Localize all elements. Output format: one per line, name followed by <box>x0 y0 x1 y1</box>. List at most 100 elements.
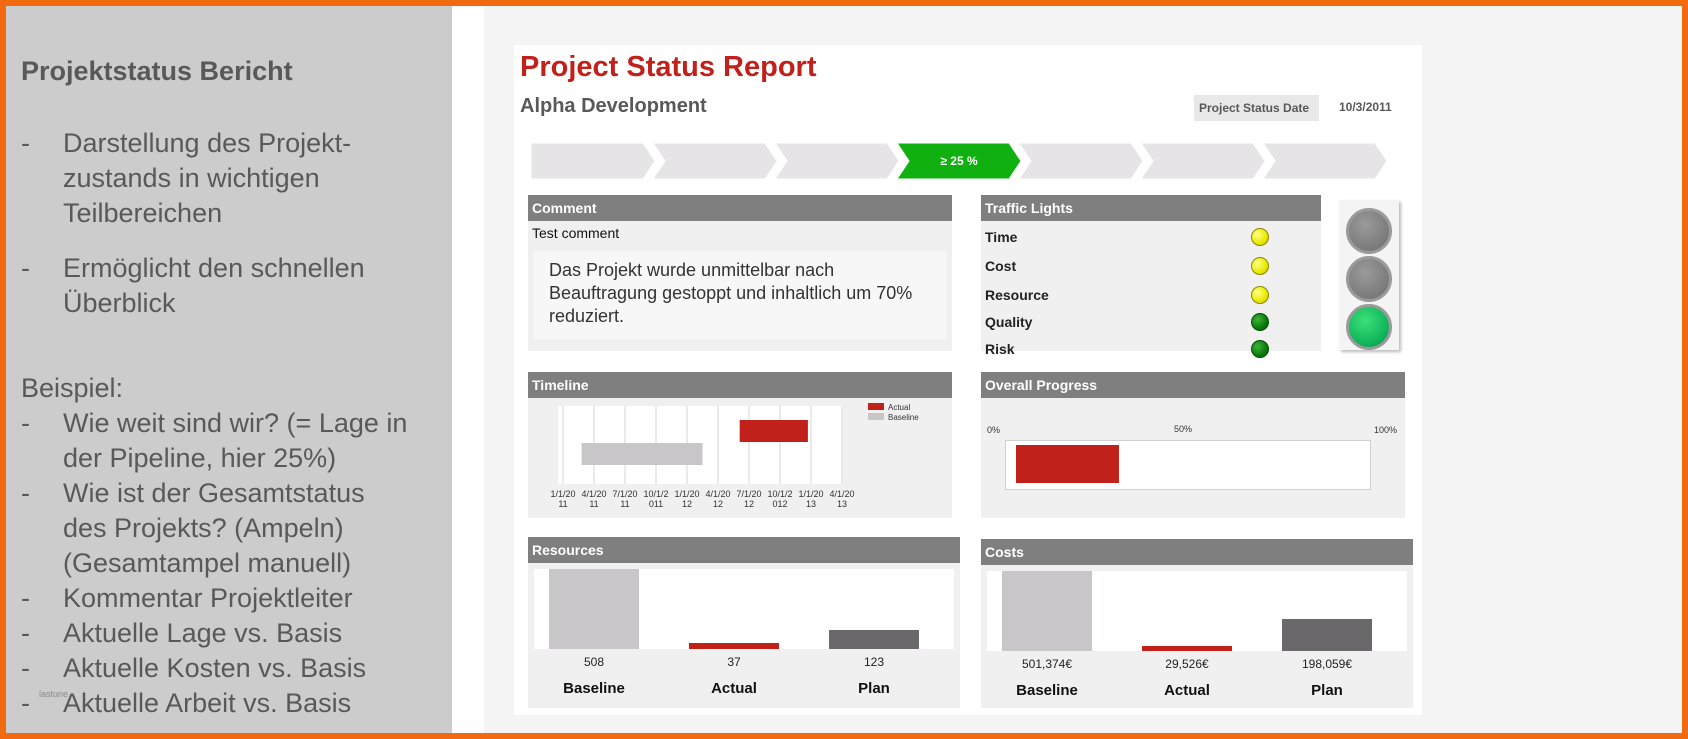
pipeline-stage <box>1263 143 1387 179</box>
bullet-text: Aktuelle Lage vs. Basis <box>63 618 343 648</box>
timeline-tick-label: 1/1/20 12 <box>674 489 699 509</box>
traffic-light-label: Time <box>985 229 1018 245</box>
pipeline-stage <box>531 143 655 179</box>
overall-progress-header: Overall Progress <box>981 372 1405 398</box>
traffic-lights-body: Time Cost Resource Quality Risk <box>981 221 1321 358</box>
timeline-bar-baseline <box>581 443 703 465</box>
report-subtitle: Alpha Development <box>520 95 707 117</box>
timeline-tick-label: 7/1/20 12 <box>736 489 761 509</box>
bullet-dash: - <box>21 253 30 283</box>
resources-value-label: 508 <box>583 655 605 669</box>
status-report: Project Status Report Alpha Development … <box>514 45 1422 715</box>
resources-value-label: 123 <box>863 655 885 669</box>
comment-header: Comment <box>528 195 952 221</box>
bullet-dash: - <box>21 583 30 613</box>
traffic-light-label: Quality <box>985 314 1033 330</box>
legend-label: Baseline <box>888 413 919 422</box>
resources-bar-plan <box>829 629 919 649</box>
resources-value-label: 37 <box>727 655 741 669</box>
costs-bar-plan <box>1282 619 1372 651</box>
resources-bar-actual <box>689 643 779 649</box>
resources-category-label: Actual <box>711 680 757 697</box>
progress-label-50: 50% <box>1174 424 1193 434</box>
costs-category-label: Actual <box>1164 682 1210 699</box>
overall-traffic-light <box>1339 200 1399 350</box>
timeline-tick-label: 10/1/2 012 <box>767 489 792 509</box>
costs-plot-area <box>987 571 1407 651</box>
bullet-text: Wie weit sind wir? (= Lage in <box>63 408 408 438</box>
pipeline-stage <box>775 143 899 179</box>
timeline-tick-label: 4/1/20 11 <box>581 489 606 509</box>
bullet-dash: - <box>21 128 30 158</box>
report-title: Project Status Report <box>520 51 817 83</box>
bullet-dash: - <box>21 478 30 508</box>
timeline-body: 1/1/20 11 4/1/20 11 7/1/20 11 10/1/2 011 1/1/20 1… <box>528 398 952 518</box>
lamp-off-icon <box>1346 256 1392 302</box>
bullet-text: der Pipeline, hier 25%) <box>63 443 337 473</box>
bullet-text: Aktuelle Arbeit vs. Basis <box>63 688 352 718</box>
costs-value-label: 501,374€ <box>1021 657 1073 671</box>
overall-progress-body: 0% 50% 100% <box>981 398 1405 518</box>
example-label: Beispiel: <box>21 373 124 403</box>
yellow-light-icon <box>1251 257 1269 275</box>
pipeline-stage <box>1141 143 1265 179</box>
progress-label-100: 100% <box>1374 425 1398 435</box>
bullet-dash: - <box>21 618 30 648</box>
resources-category-label: Baseline <box>563 680 625 697</box>
bullet-text: Ermöglicht den schnellen <box>63 253 365 283</box>
pipeline-stage <box>1019 143 1143 179</box>
costs-category-label: Baseline <box>1016 682 1078 699</box>
traffic-lights-header: Traffic Lights <box>981 195 1321 221</box>
costs-body: 501,374€ Baseline 29,526€ Actual 198,059€ Pla… <box>981 565 1413 708</box>
timeline-tick-label: 1/1/20 13 <box>798 489 823 509</box>
timeline-tick-label: 10/1/2 011 <box>643 489 668 509</box>
traffic-light-label: Risk <box>985 341 1015 357</box>
resources-category-label: Plan <box>858 680 890 697</box>
lamp-off-icon <box>1346 208 1392 254</box>
bullet-text: Aktuelle Kosten vs. Basis <box>63 653 367 683</box>
comment-text: Das Projekt wurde unmittelbar nach Beauf… <box>534 251 946 339</box>
costs-header: Costs <box>981 539 1413 565</box>
costs-value-label: 198,059€ <box>1301 657 1353 671</box>
progress-label-0: 0% <box>987 425 1001 435</box>
bullet-text: des Projekts? (Ampeln) <box>63 513 344 543</box>
traffic-light-label: Resource <box>985 287 1049 303</box>
pipeline-stage-label: ≥ 25 % <box>940 154 978 168</box>
bullet-text: (Gesamtampel manuell) <box>63 548 352 578</box>
pipeline-stage <box>653 143 777 179</box>
footnote: lastune <box>39 689 69 699</box>
left-text-panel: Projektstatus Bericht - Darstellung des P… <box>6 6 452 733</box>
bullet-dash: - <box>21 688 30 718</box>
timeline-tick-label: 4/1/20 12 <box>705 489 730 509</box>
bullet-text: Darstellung des Projekt- <box>63 128 352 158</box>
comment-subheader: Test comment <box>532 225 620 241</box>
timeline-tick-label: 4/1/20 13 <box>829 489 854 509</box>
comment-line: Beauftragung gestoppt und inhaltlich um … <box>549 283 913 303</box>
bullet-text: Teilbereichen <box>63 198 223 228</box>
resources-plot-area <box>534 569 954 649</box>
divider <box>452 6 484 733</box>
costs-bar-baseline <box>1002 571 1092 651</box>
bullet-dash: - <box>21 653 30 683</box>
resources-header: Resources <box>528 537 960 563</box>
bullet-dash: - <box>21 408 30 438</box>
timeline-tick-label: 1/1/20 11 <box>550 489 575 509</box>
lamp-green-icon <box>1346 304 1392 350</box>
bullet-text: zustands in wichtigen <box>63 163 320 193</box>
bullet-text: Kommentar Projektleiter <box>63 583 353 613</box>
costs-bar-actual <box>1142 646 1232 651</box>
resources-bar-baseline <box>549 569 639 649</box>
bullet-text: Wie ist der Gesamtstatus <box>63 478 365 508</box>
yellow-light-icon <box>1251 228 1269 246</box>
legend-swatch <box>868 403 884 410</box>
panel-title: Projektstatus Bericht <box>21 56 293 86</box>
timeline-chart: 1/1/20 11 4/1/20 11 7/1/20 11 10/1/2 011 1/1/20 1… <box>550 403 919 509</box>
resources-body: 508 Baseline 37 Actual 123 Plan <box>528 563 960 708</box>
green-light-icon <box>1251 313 1269 331</box>
progress-fill <box>1016 445 1120 483</box>
timeline-header: Timeline <box>528 372 952 398</box>
status-date-label: Project Status Date <box>1194 95 1319 121</box>
legend-swatch <box>868 413 884 420</box>
comment-line: Das Projekt wurde unmittelbar nach <box>549 260 835 280</box>
legend-label: Actual <box>888 403 910 412</box>
